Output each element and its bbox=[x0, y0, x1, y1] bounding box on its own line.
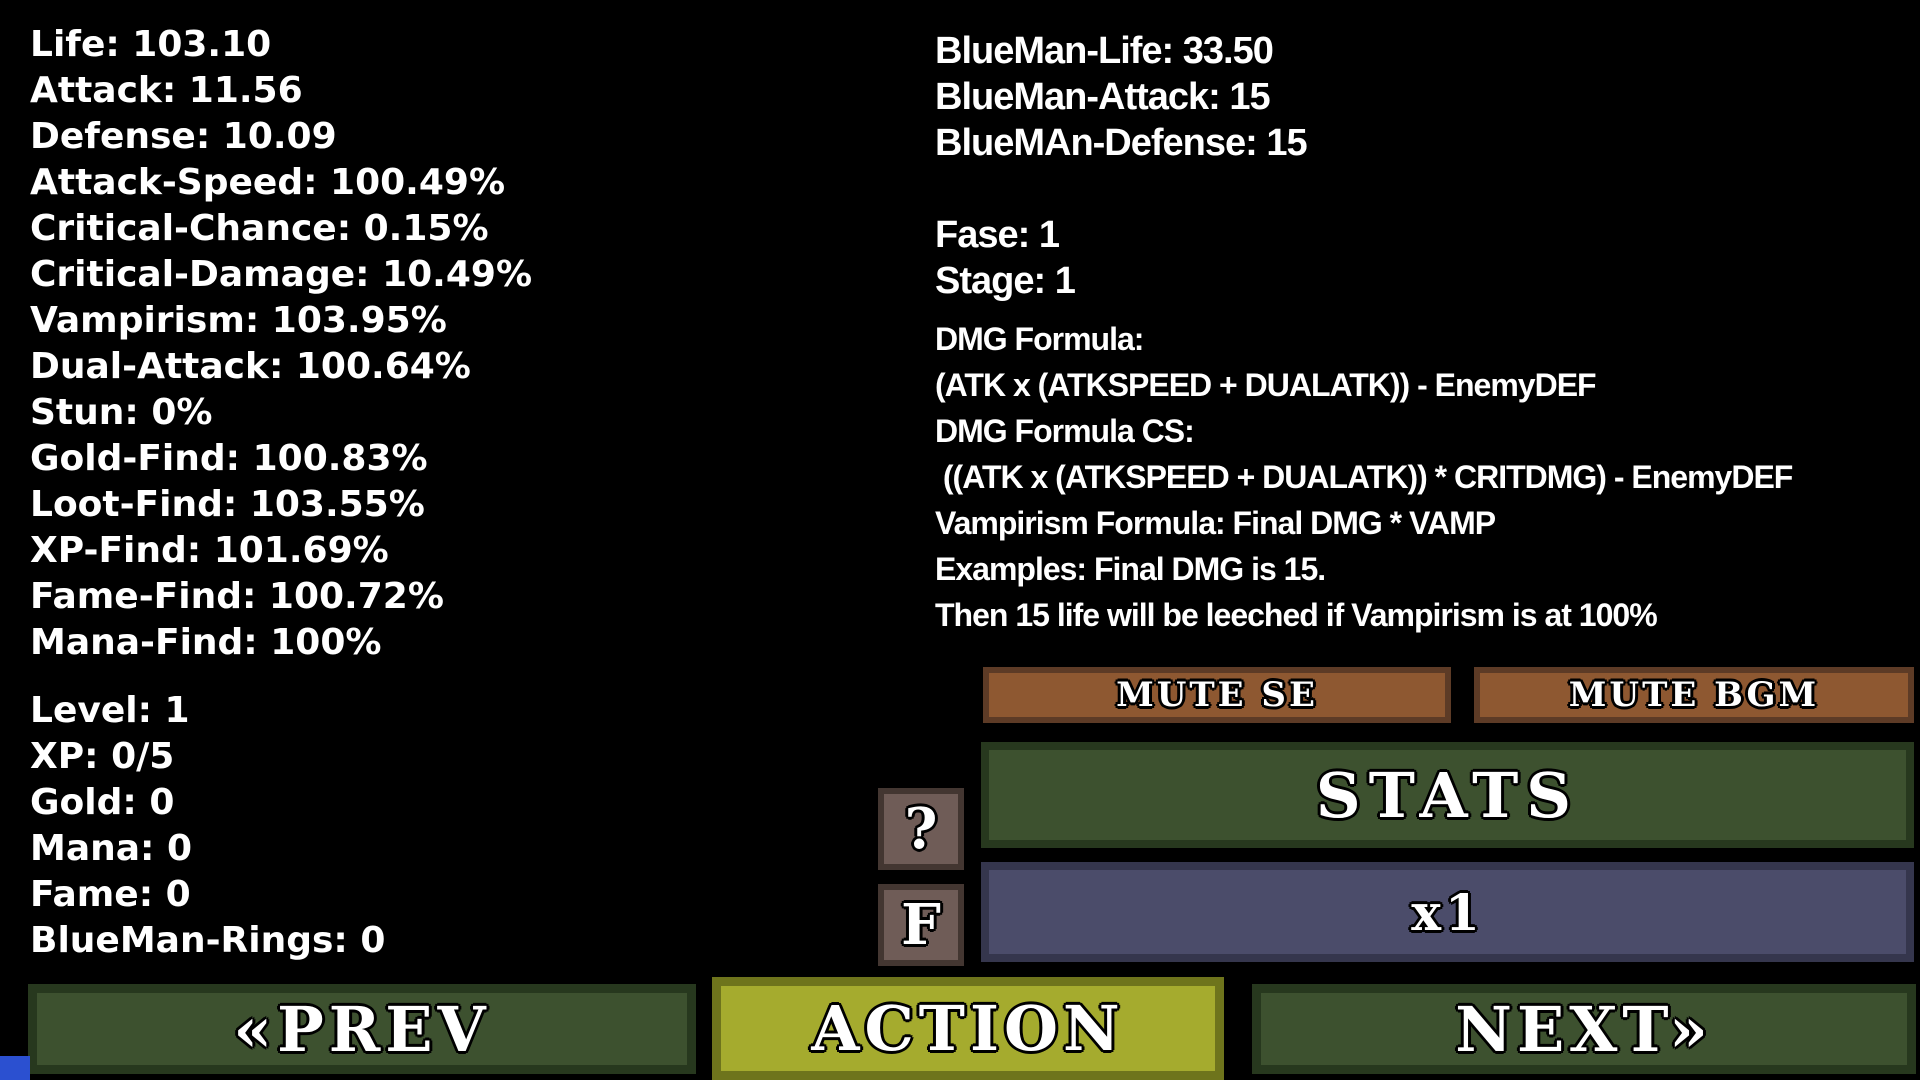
stat-line: Fame: 0 bbox=[30, 874, 191, 915]
stat-line: BlueMan-Attack: 15 bbox=[935, 76, 1271, 118]
stat-line: Fase: 1 bbox=[935, 214, 1060, 256]
formula-line: DMG Formula CS: bbox=[935, 413, 1195, 449]
stat-line: Mana-Find: 100% bbox=[30, 622, 382, 663]
formula-line: Vampirism Formula: Final DMG * VAMP bbox=[935, 505, 1496, 541]
fast-forward-button[interactable]: F bbox=[878, 884, 964, 966]
stat-line: Vampirism: 103.95% bbox=[30, 300, 447, 341]
stat-line: Stun: 0% bbox=[30, 392, 213, 433]
mute-se-button[interactable]: MUTE SE bbox=[983, 667, 1451, 723]
stat-line: Gold: 0 bbox=[30, 782, 175, 823]
stat-line: Critical-Chance: 0.15% bbox=[30, 208, 489, 249]
stat-line: Level: 1 bbox=[30, 690, 190, 731]
stat-line: Critical-Damage: 10.49% bbox=[30, 254, 533, 295]
blueman-sprite bbox=[0, 1056, 30, 1080]
prev-button[interactable]: «PREV bbox=[28, 984, 696, 1074]
stat-line: Loot-Find: 103.55% bbox=[30, 484, 425, 525]
next-button[interactable]: NEXT» bbox=[1252, 984, 1916, 1074]
stat-line: BlueMan-Life: 33.50 bbox=[935, 30, 1274, 72]
stat-line: XP-Find: 101.69% bbox=[30, 530, 389, 571]
progress-stats-list: Level: 1 XP: 0/5 Gold: 0 Mana: 0 Fame: 0… bbox=[30, 688, 385, 964]
action-button[interactable]: ACTION bbox=[712, 977, 1224, 1080]
stat-line: Attack: 11.56 bbox=[30, 70, 303, 111]
formula-line: (ATK x (ATKSPEED + DUALATK)) - EnemyDEF bbox=[935, 367, 1597, 403]
stat-line: Fame-Find: 100.72% bbox=[30, 576, 444, 617]
stat-line: Gold-Find: 100.83% bbox=[30, 438, 428, 479]
stat-line: Attack-Speed: 100.49% bbox=[30, 162, 506, 203]
player-stats-list: Life: 103.10 Attack: 11.56 Defense: 10.0… bbox=[30, 22, 532, 666]
mute-bgm-button[interactable]: MUTE BGM bbox=[1474, 667, 1914, 723]
formula-line: Examples: Final DMG is 15. bbox=[935, 551, 1326, 587]
stat-line: Defense: 10.09 bbox=[30, 116, 337, 157]
enemy-stats-list: BlueMan-Life: 33.50 BlueMan-Attack: 15 B… bbox=[935, 28, 1308, 166]
multiplier-button[interactable]: x1 bbox=[981, 862, 1914, 962]
formula-line: ((ATK x (ATKSPEED + DUALATK)) * CRITDMG)… bbox=[935, 459, 1793, 495]
stats-button[interactable]: STATS bbox=[981, 742, 1914, 848]
stat-line: XP: 0/5 bbox=[30, 736, 175, 777]
stat-line: Life: 103.10 bbox=[30, 24, 272, 65]
stat-line: Dual-Attack: 100.64% bbox=[30, 346, 471, 387]
formula-line: Then 15 life will be leeched if Vampiris… bbox=[935, 597, 1658, 633]
stat-line: Mana: 0 bbox=[30, 828, 193, 869]
stat-line: Stage: 1 bbox=[935, 260, 1076, 302]
formula-line: DMG Formula: bbox=[935, 321, 1144, 357]
stat-line: BlueMAn-Defense: 15 bbox=[935, 122, 1308, 164]
formula-info: DMG Formula: (ATK x (ATKSPEED + DUALATK)… bbox=[935, 316, 1793, 638]
stage-info: Fase: 1 Stage: 1 bbox=[935, 212, 1076, 304]
help-button[interactable]: ? bbox=[878, 788, 964, 870]
stat-line: BlueMan-Rings: 0 bbox=[30, 920, 386, 961]
